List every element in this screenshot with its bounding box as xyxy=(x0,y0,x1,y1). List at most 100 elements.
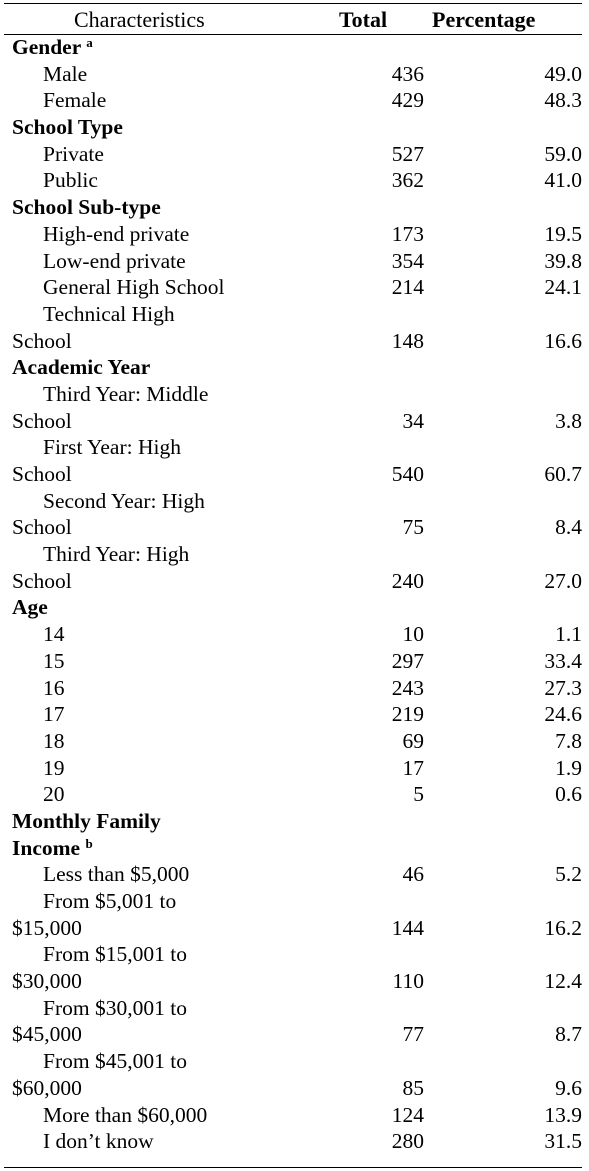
section-row: Monthly Family xyxy=(0,808,589,835)
row-label: $15,000 xyxy=(12,915,82,940)
table-row: Female 429 48.3 xyxy=(0,87,589,114)
row-label: Male xyxy=(43,61,88,86)
table-row: I don’t know 280 31.5 xyxy=(0,1128,589,1155)
table-row: $15,000 144 16.2 xyxy=(0,915,589,942)
row-label: 19 xyxy=(43,755,65,780)
row-label: School xyxy=(12,568,72,593)
table-row: School 540 60.7 xyxy=(0,461,589,488)
percentage-cell: 49.0 xyxy=(544,61,582,86)
table-top-rule xyxy=(4,3,582,4)
total-cell: 17 xyxy=(402,755,425,780)
row-label: From $30,001 to xyxy=(43,995,187,1020)
total-cell: 219 xyxy=(391,702,424,727)
row-label: Female xyxy=(43,88,107,113)
percentage-cell: 33.4 xyxy=(544,648,582,673)
percentage-cell: 16.2 xyxy=(544,915,582,940)
footnote-marker: b xyxy=(85,835,93,851)
total-cell: 77 xyxy=(402,1022,425,1047)
percentage-cell: 39.8 xyxy=(544,248,582,273)
table-row: Less than $5,000 46 5.2 xyxy=(0,861,589,888)
section-label: Income b xyxy=(12,835,93,860)
row-label: 20 xyxy=(43,782,65,807)
percentage-cell: 60.7 xyxy=(544,462,582,486)
row-label: $60,000 xyxy=(12,1075,82,1100)
table-row: 15 297 33.4 xyxy=(0,648,589,675)
row-label: I don’t know xyxy=(43,1129,154,1154)
percentage-cell: 59.0 xyxy=(544,141,582,166)
table-row: 17 219 24.6 xyxy=(0,701,589,728)
section-label: School Sub-type xyxy=(12,195,161,220)
total-cell: 354 xyxy=(391,248,424,273)
row-label: Low-end private xyxy=(43,248,186,273)
total-cell: 297 xyxy=(391,648,424,673)
table-bottom-rule xyxy=(4,1167,582,1168)
total-cell: 214 xyxy=(391,275,424,300)
row-label: Second Year: High xyxy=(43,488,205,513)
percentage-cell: 24.1 xyxy=(544,275,582,300)
total-cell: 85 xyxy=(402,1075,425,1100)
total-cell: 436 xyxy=(391,61,424,86)
section-row: Gender a xyxy=(0,34,589,61)
row-label: 18 xyxy=(43,728,65,753)
total-cell: 240 xyxy=(391,568,424,593)
percentage-cell: 16.6 xyxy=(544,328,582,353)
table-row: Third Year: High xyxy=(0,541,589,568)
total-cell: 110 xyxy=(392,969,424,994)
row-label: Private xyxy=(43,141,104,166)
row-label: Third Year: Middle xyxy=(43,381,209,406)
row-label: First Year: High xyxy=(43,435,181,460)
percentage-cell: 41.0 xyxy=(544,168,582,193)
table-row: $45,000 77 8.7 xyxy=(0,1021,589,1048)
section-label: Age xyxy=(12,595,48,620)
percentage-cell: 3.8 xyxy=(555,408,582,433)
table-row: Second Year: High xyxy=(0,488,589,515)
row-label: Public xyxy=(43,168,98,193)
table-row: 19 17 1.9 xyxy=(0,755,589,782)
row-label: High-end private xyxy=(43,221,190,246)
table-row: 20 5 0.6 xyxy=(0,781,589,808)
table-row: Technical High xyxy=(0,301,589,328)
total-cell: 144 xyxy=(391,915,424,940)
row-label: Less than $5,000 xyxy=(43,862,190,887)
table-row: 18 69 7.8 xyxy=(0,728,589,755)
section-label: Gender a xyxy=(12,35,93,59)
table-row: From $45,001 to xyxy=(0,1048,589,1075)
row-label: School xyxy=(12,408,72,433)
row-label: $30,000 xyxy=(12,969,82,994)
percentage-cell: 8.7 xyxy=(555,1022,582,1047)
row-label: 17 xyxy=(43,702,65,727)
row-label: From $15,001 to xyxy=(43,942,187,967)
table-row: School 148 16.6 xyxy=(0,328,589,355)
total-cell: 5 xyxy=(413,782,424,807)
table-row: From $5,001 to xyxy=(0,888,589,915)
table-row: 16 243 27.3 xyxy=(0,675,589,702)
row-label: 15 xyxy=(43,648,65,673)
percentage-cell: 5.2 xyxy=(555,862,582,887)
percentage-cell: 12.4 xyxy=(544,969,582,994)
section-row: Age xyxy=(0,594,589,621)
total-cell: 124 xyxy=(391,1102,424,1127)
header-characteristics: Characteristics xyxy=(74,7,205,32)
table-row: General High School 214 24.1 xyxy=(0,274,589,301)
table-row: Third Year: Middle xyxy=(0,381,589,408)
total-cell: 10 xyxy=(402,622,425,647)
percentage-cell: 19.5 xyxy=(544,221,582,246)
section-row: Income b xyxy=(0,835,589,862)
row-label: Third Year: High xyxy=(43,542,190,567)
total-cell: 280 xyxy=(391,1129,424,1154)
percentage-cell: 31.5 xyxy=(544,1129,582,1154)
table-row: From $30,001 to xyxy=(0,995,589,1022)
total-cell: 540 xyxy=(391,462,424,486)
total-cell: 34 xyxy=(402,408,425,433)
header-percentage: Percentage xyxy=(432,7,536,32)
table-row: Low-end private 354 39.8 xyxy=(0,248,589,275)
section-label: School Type xyxy=(12,115,123,140)
table-header-rule xyxy=(4,34,582,35)
table-row: School 34 3.8 xyxy=(0,408,589,435)
total-cell: 75 xyxy=(402,515,425,540)
row-label: Technical High xyxy=(43,301,175,326)
percentage-cell: 27.3 xyxy=(544,675,582,700)
table-row: First Year: High xyxy=(0,434,589,461)
total-cell: 527 xyxy=(391,141,424,166)
